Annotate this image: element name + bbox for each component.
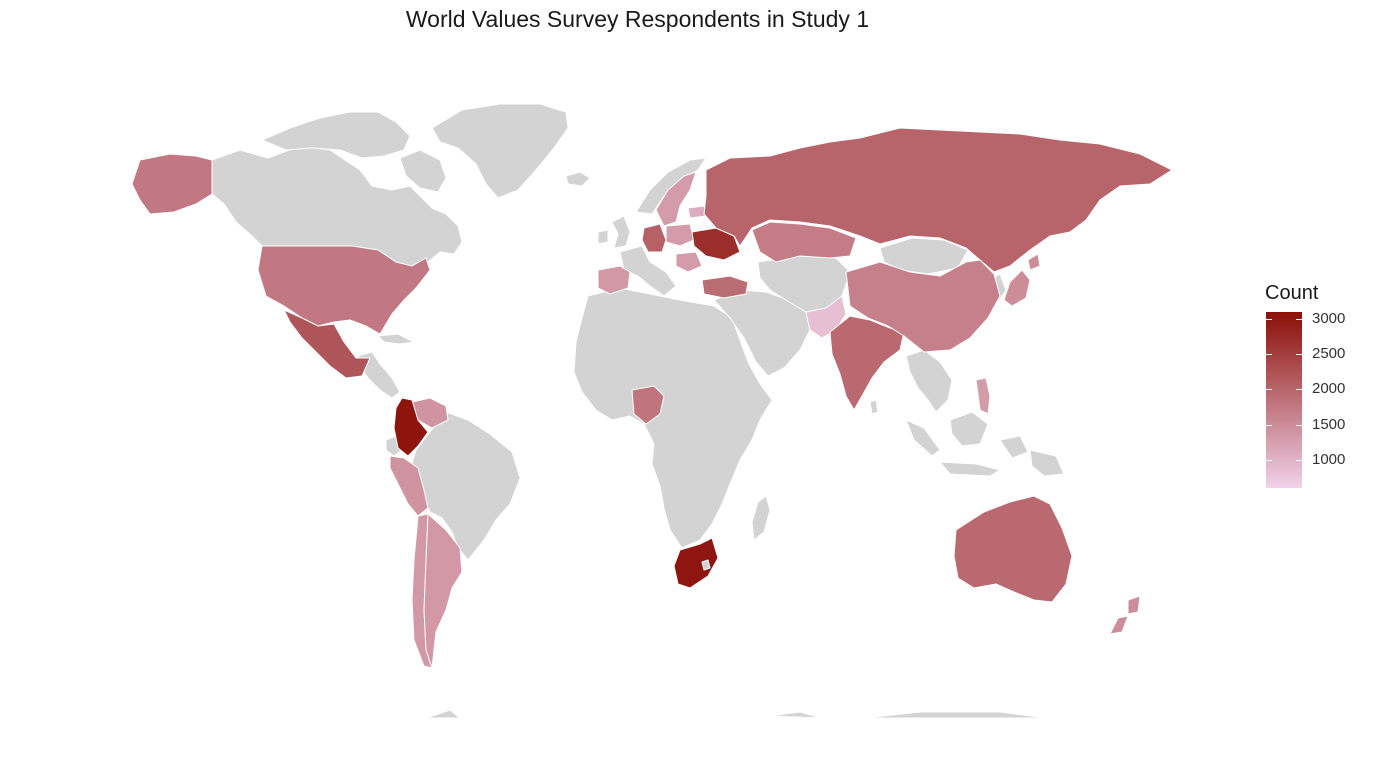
country-norway — [635, 157, 707, 215]
legend-tick-mark — [1296, 319, 1302, 321]
region-antarctica — [425, 709, 1047, 719]
region-baffin — [399, 149, 447, 193]
legend-tick-1500: 1500 — [1312, 415, 1346, 433]
legend-tick-mark — [1266, 459, 1272, 461]
country-canada — [211, 145, 463, 267]
region-southeast-asia — [905, 349, 953, 413]
legend-tick-3000: 3000 — [1312, 310, 1346, 328]
country-kazakhstan — [751, 221, 857, 263]
country-russia — [703, 127, 1173, 273]
region-uk-ireland — [597, 215, 631, 249]
legend-tick-mark — [1266, 424, 1272, 426]
legend-tick-mark — [1296, 459, 1302, 461]
country-spain — [597, 265, 631, 295]
legend-tick-mark — [1266, 354, 1272, 356]
legend-tick-mark — [1296, 389, 1302, 391]
legend-color-bar — [1266, 312, 1302, 488]
country-lesotho — [701, 559, 711, 571]
country-romania — [675, 251, 703, 273]
country-peru — [389, 455, 429, 517]
country-new-zealand — [1109, 595, 1141, 635]
country-argentina — [423, 513, 463, 669]
country-sri-lanka — [869, 399, 879, 415]
country-turkey — [701, 275, 749, 299]
country-colombia — [393, 397, 429, 457]
legend-tick-mark — [1296, 424, 1302, 426]
country-australia — [953, 495, 1073, 603]
region-middle-east — [713, 289, 811, 377]
country-iceland — [565, 171, 591, 187]
legend-tick-2000: 2000 — [1312, 380, 1346, 398]
country-united-states — [257, 245, 431, 335]
legend-tick-1000: 1000 — [1312, 450, 1346, 468]
legend-tick-2500: 2500 — [1312, 345, 1346, 363]
country-nigeria — [631, 385, 665, 425]
region-western-europe — [619, 245, 677, 297]
country-poland — [665, 223, 695, 247]
legend: Count 1000 1500 2000 2500 3000 — [1265, 282, 1345, 488]
country-cuba — [377, 333, 415, 345]
region-canadian-arctic — [261, 111, 411, 159]
legend-tick-mark — [1266, 389, 1272, 391]
country-sweden — [655, 171, 697, 227]
legend-tick-mark — [1266, 319, 1272, 321]
region-indonesia — [905, 411, 1065, 477]
country-alaska — [131, 153, 213, 215]
country-germany — [641, 223, 667, 253]
country-mexico — [283, 309, 371, 379]
legend-tick-mark — [1296, 354, 1302, 356]
country-philippines — [975, 377, 991, 415]
country-madagascar — [751, 495, 771, 541]
country-south-africa — [673, 537, 719, 589]
country-japan — [1003, 253, 1041, 307]
country-greenland — [431, 103, 569, 199]
map-title: World Values Survey Respondents in Study… — [405, 6, 870, 32]
country-china — [845, 259, 1001, 353]
country-india — [829, 315, 905, 411]
country-estonia — [687, 205, 707, 219]
legend-title: Count — [1265, 282, 1319, 304]
